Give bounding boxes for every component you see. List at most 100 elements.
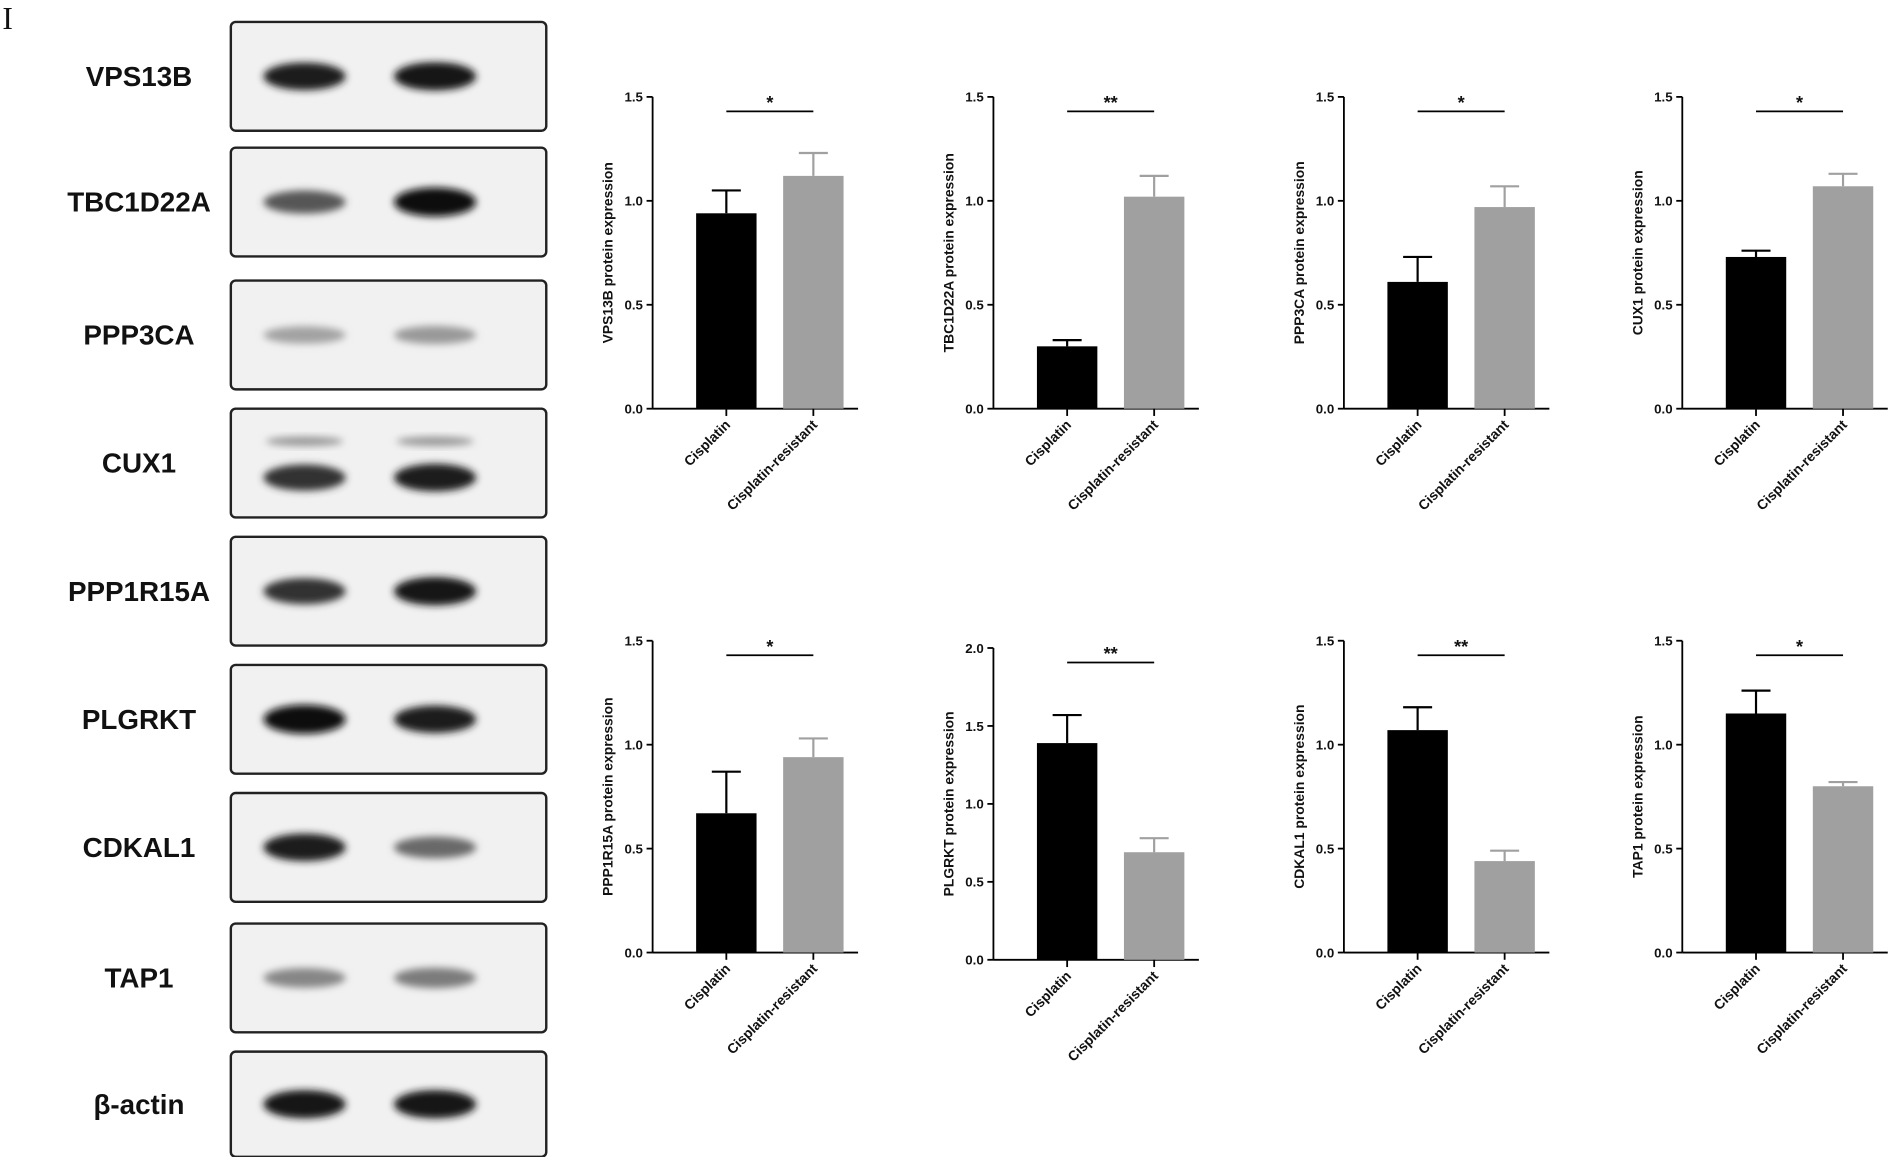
blot-label: TAP1 (105, 963, 174, 994)
y-tick-label: 1.5 (1654, 90, 1673, 105)
blot-band (393, 463, 477, 492)
y-tick-label: 0.5 (1654, 841, 1673, 856)
blot-label: CUX1 (102, 448, 176, 479)
y-tick-label: 1.0 (1316, 738, 1334, 753)
y-tick-label: 0.5 (1316, 298, 1335, 313)
blot-frame (229, 279, 548, 391)
blot-label: β-actin (93, 1089, 184, 1120)
bar (696, 813, 757, 953)
x-tick-label: Cisplatin (1710, 416, 1763, 469)
x-tick-label: Cisplatin (1710, 960, 1763, 1013)
x-tick-label: Cisplatin-resistant (1753, 416, 1850, 513)
error-bar (1828, 172, 1858, 187)
y-axis-label: VPS13B protein expression (600, 162, 616, 343)
blot-band (263, 704, 346, 734)
significance-label: * (1796, 637, 1804, 657)
y-tick-label: 2.0 (965, 641, 983, 656)
blot-band (396, 436, 474, 447)
blot-band (263, 464, 346, 491)
significance-label: ** (1104, 644, 1119, 664)
y-tick-label: 1.0 (624, 194, 642, 209)
y-axis-label: CUX1 protein expression (1629, 170, 1645, 335)
y-tick-label: 1.5 (1654, 634, 1673, 649)
blot-band (263, 578, 346, 605)
blot-label: PPP3CA (83, 320, 194, 351)
significance-label: * (1458, 93, 1466, 113)
blot-label: VPS13B (86, 61, 193, 92)
significance-label: ** (1104, 93, 1119, 113)
bar (1123, 196, 1185, 409)
y-tick-label: 1.0 (1316, 194, 1334, 209)
blot-band (393, 62, 477, 91)
blot-band (393, 325, 477, 345)
bar (1387, 281, 1448, 409)
error-bar (798, 737, 828, 758)
x-tick-label: Cisplatin (1021, 416, 1074, 469)
error-bar (1403, 706, 1433, 731)
blot-frame (229, 791, 548, 903)
error-bar (1741, 689, 1771, 714)
y-tick-label: 0.5 (1654, 298, 1673, 313)
blot-band (263, 1090, 346, 1119)
blot-band (393, 1090, 477, 1119)
x-tick-label: Cisplatin-resistant (1753, 960, 1850, 1057)
blot-band (393, 577, 477, 606)
blot-frame (229, 146, 548, 258)
bar (1036, 743, 1098, 960)
error-bar (1403, 255, 1433, 282)
error-bar (1490, 185, 1520, 208)
x-tick-label: Cisplatin (681, 416, 734, 469)
significance-label: * (766, 637, 774, 657)
bar (1812, 786, 1874, 953)
error-bar (798, 151, 828, 176)
blot-band (263, 833, 346, 862)
x-tick-label: Cisplatin (1021, 968, 1074, 1021)
y-tick-label: 0.5 (965, 875, 984, 890)
y-axis-label: TAP1 protein expression (1629, 715, 1645, 877)
y-tick-label: 0.0 (1316, 402, 1334, 417)
bar (1387, 730, 1448, 953)
significance-label: * (766, 93, 774, 113)
error-bar (1490, 849, 1520, 862)
error-bar (711, 189, 741, 214)
y-tick-label: 1.5 (1316, 90, 1335, 105)
bar (1474, 861, 1535, 953)
y-tick-label: 0.0 (965, 402, 983, 417)
x-tick-label: Cisplatin-resistant (1064, 967, 1161, 1064)
error-bar (711, 770, 741, 814)
blot-frame (229, 535, 548, 647)
bar (1474, 207, 1535, 409)
y-tick-label: 1.5 (624, 90, 643, 105)
blot-frame (229, 20, 548, 132)
y-axis-label: CDKAL1 protein expression (1291, 705, 1307, 889)
y-tick-label: 1.0 (1654, 194, 1672, 209)
blot-band (393, 836, 477, 859)
blot-band (263, 190, 346, 214)
y-tick-label: 1.0 (965, 797, 983, 812)
error-bar (1052, 339, 1082, 347)
y-tick-label: 1.0 (965, 194, 983, 209)
error-bar (1052, 713, 1082, 744)
significance-label: ** (1454, 637, 1469, 657)
blot-label: CDKAL1 (83, 832, 196, 863)
error-bar (1741, 249, 1771, 257)
y-tick-label: 1.5 (965, 90, 984, 105)
x-tick-label: Cisplatin (1372, 960, 1425, 1013)
x-tick-label: Cisplatin (1372, 416, 1425, 469)
blot-frame (229, 663, 548, 775)
y-tick-label: 0.0 (624, 945, 642, 960)
y-tick-label: 0.5 (624, 841, 643, 856)
bar (1812, 186, 1874, 409)
panel-label: I (2, 1, 12, 36)
bar (783, 757, 844, 953)
y-tick-label: 0.0 (1654, 945, 1672, 960)
blot-band (393, 967, 477, 989)
blot-band (263, 326, 346, 344)
error-bar (1828, 781, 1858, 787)
x-tick-label: Cisplatin (681, 960, 734, 1013)
bar (1725, 256, 1787, 409)
y-tick-label: 0.5 (1316, 841, 1335, 856)
y-tick-label: 0.5 (624, 298, 643, 313)
blot-label: PLGRKT (82, 704, 196, 735)
